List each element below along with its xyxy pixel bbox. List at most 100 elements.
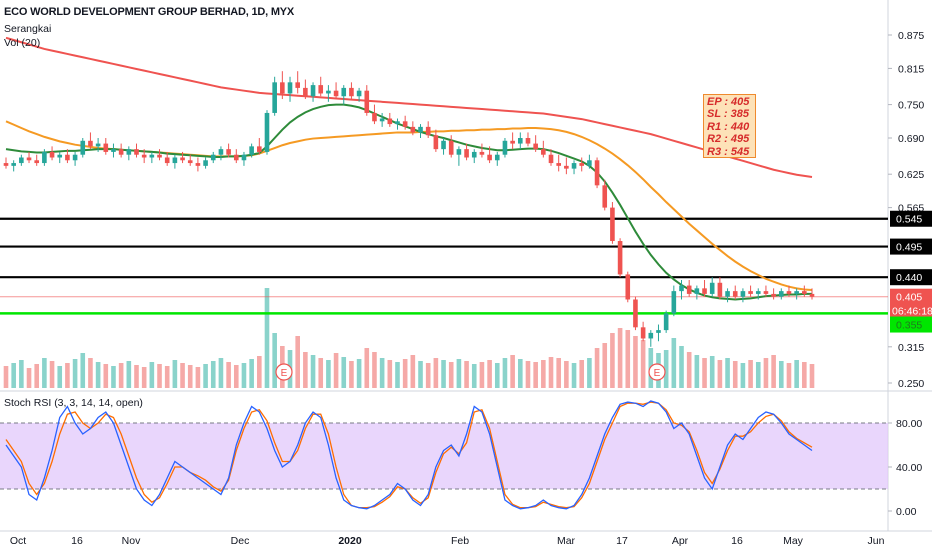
- volume-bar: [740, 363, 746, 388]
- candle-body: [303, 87, 308, 97]
- volume-bar: [633, 336, 638, 388]
- volume-bar: [625, 330, 631, 388]
- candle-body: [587, 160, 592, 166]
- candle-body: [802, 291, 807, 294]
- volume-bar: [548, 357, 554, 388]
- osc-tick-label: 0.00: [896, 506, 917, 518]
- candle-body: [809, 293, 815, 297]
- chart-style-label: Serangkai: [4, 23, 52, 35]
- candle-body: [656, 330, 661, 333]
- volume-bar: [272, 333, 277, 388]
- volume-bar: [149, 362, 155, 388]
- candle-body: [402, 121, 408, 127]
- volume-bar: [525, 361, 531, 388]
- volume-bar: [763, 358, 769, 388]
- candle-body: [203, 160, 208, 166]
- ma-fast-line: [5, 103, 812, 301]
- volume-bar: [671, 338, 677, 388]
- x-tick-label: Oct: [10, 535, 26, 547]
- candle-body: [748, 291, 753, 294]
- candle-body: [187, 160, 193, 164]
- volume-label: Vol (20): [4, 37, 41, 49]
- candle-body: [640, 327, 646, 339]
- candle-body: [210, 154, 216, 161]
- volume-bar: [694, 355, 700, 388]
- candle-body: [778, 291, 784, 297]
- volume-bar: [717, 360, 723, 388]
- volume-bar: [456, 359, 462, 388]
- candle-body: [111, 149, 116, 152]
- candle-body: [80, 140, 86, 155]
- x-tick-label: Dec: [231, 535, 250, 547]
- volume-bar: [448, 362, 454, 388]
- candle-body: [157, 154, 162, 158]
- candle-body: [487, 154, 492, 161]
- volume-bar: [617, 328, 623, 388]
- level-tag-495: 0.495: [896, 242, 922, 254]
- volume-bar: [487, 360, 492, 388]
- candle-body: [479, 151, 485, 155]
- candle-body: [518, 138, 523, 144]
- volume-bar: [802, 362, 807, 388]
- x-tick-label: May: [783, 535, 804, 547]
- volume-bar: [157, 364, 162, 388]
- volume-bar: [241, 363, 247, 388]
- candle-body: [425, 126, 431, 136]
- level-tag-545-bg: [890, 210, 932, 227]
- candle-body: [379, 118, 385, 122]
- volume-bar: [356, 359, 362, 388]
- chart-title: ECO WORLD DEVELOPMENT GROUP BERHAD, 1D, …: [4, 6, 295, 18]
- candle-body: [441, 140, 446, 150]
- candle-body: [541, 149, 546, 155]
- candle-body: [471, 151, 477, 158]
- volume-bar: [702, 358, 707, 388]
- volume-bar: [65, 363, 70, 388]
- candle-body: [510, 140, 515, 144]
- candle-body: [702, 288, 707, 294]
- earnings-marker-label: E: [654, 368, 661, 379]
- candle-body: [663, 313, 669, 331]
- candle-body: [341, 87, 347, 97]
- volume-bar: [203, 364, 208, 388]
- candle-body: [280, 82, 285, 94]
- x-tick-label: 16: [71, 535, 83, 547]
- candle-body: [310, 85, 316, 97]
- volume-bar: [533, 362, 538, 388]
- current-price-tag: 0.405: [896, 292, 922, 304]
- volume-bar: [663, 350, 669, 388]
- volume-bar: [425, 363, 431, 388]
- volume-bar: [794, 360, 799, 388]
- candle-body: [372, 112, 377, 122]
- volume-bar: [564, 361, 569, 388]
- x-tick-label: 2020: [338, 535, 362, 547]
- volume-bar: [494, 363, 500, 388]
- resistance-2-label: R2 : 495: [707, 133, 750, 146]
- candle-body: [264, 112, 270, 152]
- candle-body: [571, 163, 577, 169]
- x-tick-label: Feb: [451, 535, 469, 547]
- volume-bar: [233, 365, 239, 388]
- candle-body: [648, 332, 654, 339]
- volume-bar: [379, 358, 385, 388]
- volume-bar: [134, 365, 139, 388]
- candle-body: [502, 140, 508, 155]
- stop-loss-label: SL : 385: [707, 108, 749, 121]
- candle-body: [134, 149, 139, 155]
- volume-bar: [49, 361, 55, 388]
- volume-bar: [341, 357, 347, 388]
- candle-body: [395, 121, 400, 125]
- candle-body: [149, 154, 155, 158]
- candle-body: [195, 163, 201, 166]
- y-tick-label: 0.750: [898, 100, 924, 112]
- candle-body: [433, 135, 439, 150]
- volume-bar: [88, 358, 93, 388]
- candle-body: [794, 291, 799, 294]
- volume-bar: [218, 358, 224, 388]
- y-tick-label: 0.315: [898, 342, 924, 354]
- candle-body: [49, 151, 55, 158]
- candle-body: [410, 126, 416, 133]
- volume-bar: [541, 360, 546, 388]
- candle-body: [556, 163, 561, 166]
- candle-body: [95, 143, 101, 147]
- ma-slow-line: [5, 36, 813, 178]
